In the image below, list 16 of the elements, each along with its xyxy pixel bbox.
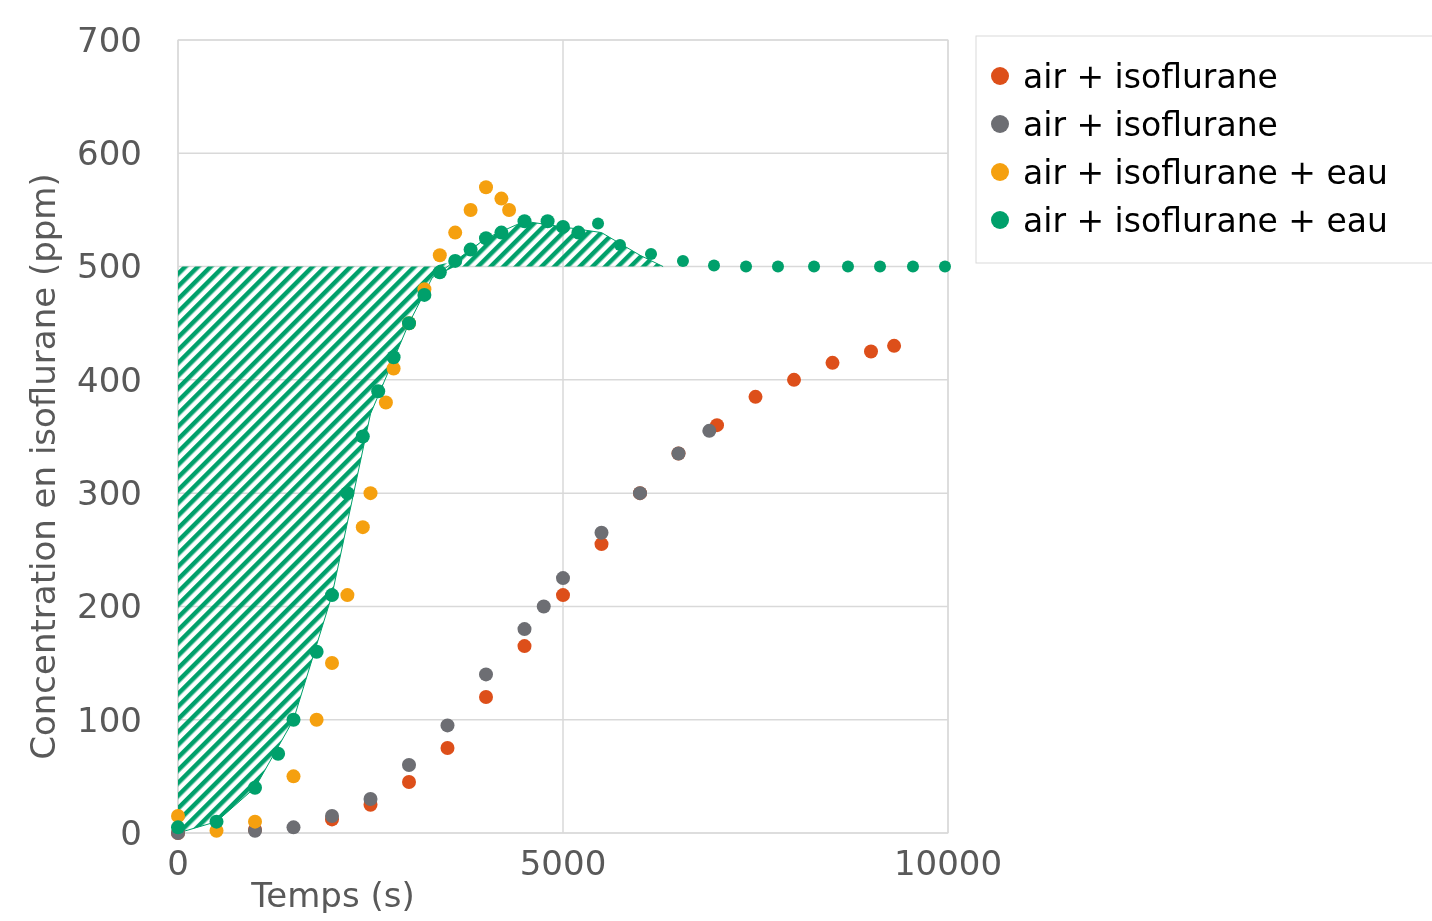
y-tick-label: 700 <box>77 19 142 60</box>
legend-label: air + isoflurane <box>1023 56 1278 96</box>
y-tick-label: 400 <box>77 359 142 400</box>
legend-label: air + isoflurane <box>1023 104 1278 144</box>
legend-label: air + isoflurane + eau <box>1023 152 1388 192</box>
x-tick-label: 5000 <box>519 843 607 883</box>
y-tick-label: 200 <box>77 586 142 627</box>
y-tick-label: 600 <box>77 133 142 174</box>
y-tick-label: 300 <box>77 473 142 514</box>
y-tick-label: 0 <box>120 812 142 853</box>
y-tick-label: 100 <box>77 699 142 740</box>
legend-label: air + isoflurane + eau <box>1023 200 1388 240</box>
y-axis-title: Concentration en isoflurane (ppm) <box>23 173 63 760</box>
y-tick-label: 500 <box>77 246 142 287</box>
x-tick-label: 10000 <box>893 843 1003 883</box>
x-tick-label: 0 <box>167 843 189 883</box>
